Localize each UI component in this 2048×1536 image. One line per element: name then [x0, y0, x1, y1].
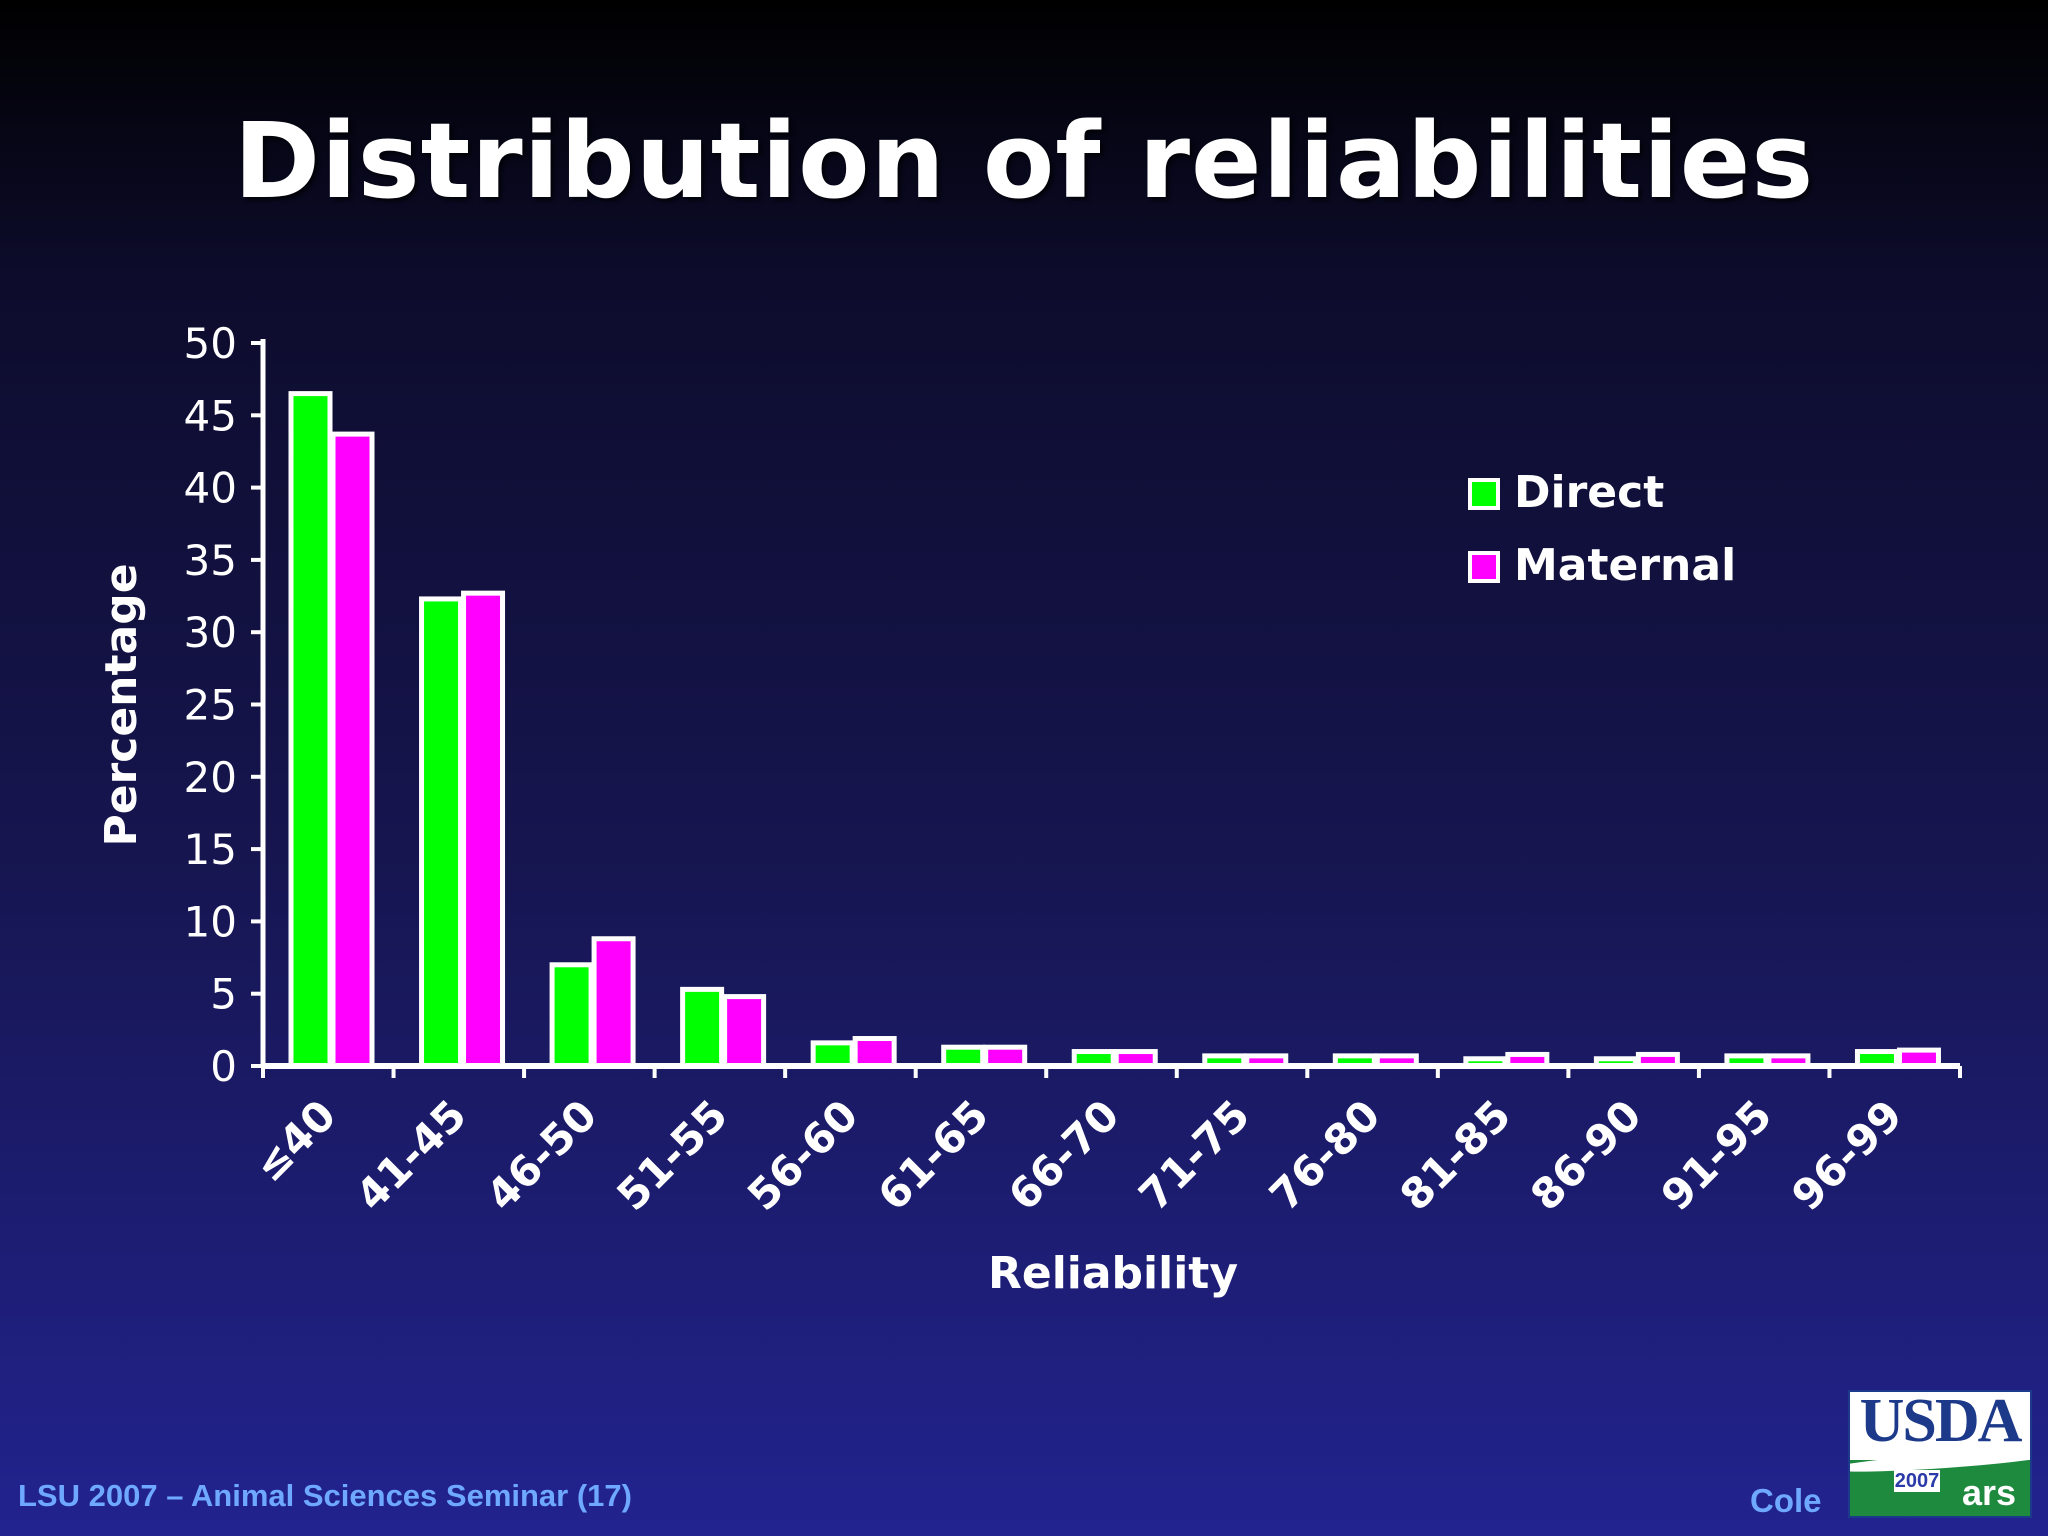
x-tick-label-91-95: 91-95 — [1652, 1090, 1782, 1220]
y-tick-label-30: 30 — [184, 608, 237, 657]
x-tick-label-86-90: 86-90 — [1521, 1090, 1651, 1220]
y-tick-label-40: 40 — [184, 464, 237, 513]
y-tick-label-15: 15 — [184, 825, 237, 874]
legend-label-maternal: Maternal — [1514, 540, 1736, 591]
bar-direct-56-60 — [810, 1040, 855, 1069]
x-tick-label-61-65: 61-65 — [868, 1090, 998, 1220]
usda-logo-text: USDA — [1859, 1390, 2023, 1455]
y-tick-label-5: 5 — [210, 970, 237, 1019]
y-tick-label-50: 50 — [184, 319, 237, 368]
bar-maternal-≤40 — [330, 431, 375, 1069]
y-tick-label-25: 25 — [184, 681, 237, 730]
x-tick-label-41-45: 41-45 — [346, 1090, 476, 1220]
legend-swatch-direct — [1468, 478, 1500, 510]
x-tick-label-51-55: 51-55 — [607, 1090, 737, 1220]
legend-label-direct: Direct — [1514, 467, 1664, 518]
bar-maternal-56-60 — [852, 1036, 897, 1069]
y-tick-label-35: 35 — [184, 536, 237, 585]
x-tick-label-56-60: 56-60 — [738, 1090, 868, 1220]
slide-title: Distribution of reliabilities — [233, 100, 1815, 222]
x-tick-label-96-99: 96-99 — [1782, 1090, 1912, 1220]
bar-maternal-51-55 — [722, 994, 767, 1069]
y-tick-label-20: 20 — [184, 753, 237, 802]
bar-maternal-46-50 — [591, 936, 636, 1069]
y-axis-title: Percentage — [96, 563, 147, 846]
bar-maternal-41-45 — [461, 590, 506, 1069]
x-tick-label-66-70: 66-70 — [999, 1090, 1129, 1220]
bar-direct-41-45 — [419, 596, 464, 1069]
y-tick-label-10: 10 — [184, 897, 237, 946]
bar-direct-46-50 — [549, 962, 594, 1069]
footer-author: Cole — [1750, 1482, 1822, 1519]
x-tick-label-≤40: ≤40 — [244, 1090, 345, 1191]
logo-year-badge: 2007 — [1894, 1470, 1940, 1492]
legend-swatch-maternal — [1468, 551, 1500, 583]
x-tick-label-81-85: 81-85 — [1391, 1090, 1521, 1220]
x-axis-title: Reliability — [988, 1248, 1238, 1299]
y-tick-label-45: 45 — [184, 391, 237, 440]
bar-direct-51-55 — [680, 986, 725, 1069]
footer-seminar-label: LSU 2007 – Animal Sciences Seminar (17) — [18, 1478, 632, 1513]
usda-logo: USDA 2007 ars — [1848, 1390, 2032, 1518]
x-tick-label-46-50: 46-50 — [477, 1090, 607, 1220]
ars-logo-text: ars — [1962, 1472, 2017, 1513]
x-tick-label-71-75: 71-75 — [1129, 1090, 1259, 1220]
x-tick-label-76-80: 76-80 — [1260, 1090, 1390, 1220]
bar-direct-≤40 — [288, 391, 333, 1069]
y-tick-label-0: 0 — [210, 1042, 237, 1091]
